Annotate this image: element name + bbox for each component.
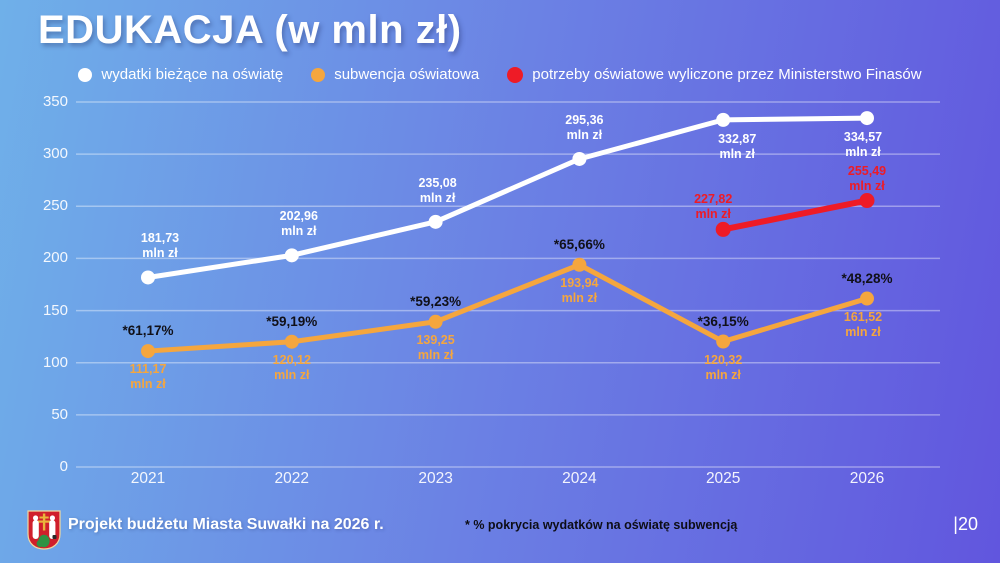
chart-legend: wydatki bieżące na oświatę subwencja oświ… xyxy=(0,66,1000,83)
value-label: 193,94 mln zł xyxy=(560,275,599,305)
data-point xyxy=(572,257,587,272)
y-axis-tick: 50 xyxy=(51,405,68,423)
pct-coverage-label: *61,17% xyxy=(122,323,174,339)
value-label: 120,12 mln zł xyxy=(272,352,311,382)
data-point xyxy=(715,221,731,237)
value-label: 334,57 mln zł xyxy=(843,130,883,160)
value-label: 181,73 mln zł xyxy=(140,231,180,261)
data-point xyxy=(141,344,155,359)
pct-coverage-label: *36,15% xyxy=(697,313,749,329)
legend-item-2: potrzeby oświatowe wyliczone przez Minis… xyxy=(507,66,922,83)
data-point xyxy=(141,270,155,285)
x-axis-tick: 2024 xyxy=(562,470,597,487)
value-label: 202,96 mln zł xyxy=(279,209,318,239)
value-label: 161,52 mln zł xyxy=(843,309,883,339)
y-axis-tick: 100 xyxy=(42,353,68,371)
page-title: EDUKACJA (w mln zł) xyxy=(38,8,462,52)
footnote: * % pokrycia wydatków na oświatę subwenc… xyxy=(465,518,738,532)
x-axis-tick: 2026 xyxy=(849,470,885,487)
value-label: 295,36 mln zł xyxy=(565,112,604,142)
data-point xyxy=(716,334,731,349)
series-line-0 xyxy=(145,115,870,280)
pct-coverage-label: *59,19% xyxy=(266,313,318,329)
y-axis-tick: 350 xyxy=(42,93,68,110)
pct-coverage-label: *65,66% xyxy=(553,236,605,252)
y-axis-tick: 300 xyxy=(42,145,68,163)
y-axis-tick: 150 xyxy=(42,301,68,319)
data-point xyxy=(284,248,299,263)
x-axis-tick: 2025 xyxy=(705,470,741,487)
y-axis-tick: 0 xyxy=(59,458,68,475)
value-label: 235,08 mln zł xyxy=(418,175,457,205)
pct-coverage-label: *59,23% xyxy=(410,293,462,309)
y-axis-tick: 250 xyxy=(42,197,68,215)
pct-coverage-label: *48,28% xyxy=(841,270,893,286)
value-label: 111,17 mln zł xyxy=(129,362,167,392)
page-number: |20 xyxy=(953,514,978,534)
data-point xyxy=(859,193,875,209)
data-point xyxy=(572,151,587,166)
x-axis-tick: 2021 xyxy=(130,470,166,487)
legend-label: wydatki bieżące na oświatę xyxy=(101,66,284,83)
value-label: 139,25 mln zł xyxy=(416,332,455,362)
series-line-1 xyxy=(145,262,870,354)
suwalki-coat-of-arms-logo xyxy=(27,510,61,550)
x-axis-tick: 2022 xyxy=(274,470,310,487)
value-label: 120,32 mln zł xyxy=(704,352,743,382)
legend-label: potrzeby oświatowe wyliczone przez Minis… xyxy=(532,66,922,83)
data-point xyxy=(428,214,443,229)
y-axis-tick: 200 xyxy=(42,249,68,267)
footer-title: Projekt budżetu Miasta Suwałki na 2026 r… xyxy=(68,516,384,533)
data-point xyxy=(860,291,874,306)
data-point xyxy=(428,314,443,329)
legend-dot-icon xyxy=(78,67,93,82)
x-axis-tick: 2023 xyxy=(418,470,453,487)
legend-label: subwencja oświatowa xyxy=(334,66,480,83)
value-label: 255,49 mln zł xyxy=(847,163,887,193)
legend-item-1: subwencja oświatowa xyxy=(311,66,479,83)
legend-item-0: wydatki bieżące na oświatę xyxy=(78,66,283,83)
value-label: 227,82 mln zł xyxy=(694,192,733,222)
data-point xyxy=(716,112,731,127)
value-label: 332,87 mln zł xyxy=(718,131,757,161)
legend-dot-icon xyxy=(311,67,326,82)
data-point xyxy=(284,334,299,349)
legend-dot-icon xyxy=(507,66,524,83)
data-point xyxy=(860,111,874,126)
series-line-2 xyxy=(720,197,870,233)
